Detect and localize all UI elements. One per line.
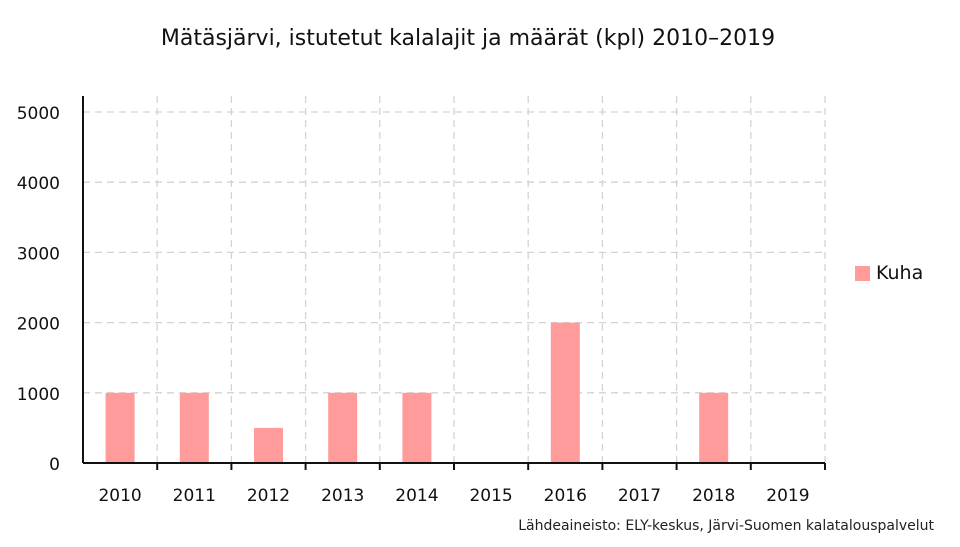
bar-2018	[699, 392, 729, 463]
x-tick-label-2017: 2017	[618, 486, 661, 506]
bar-2014	[402, 392, 432, 463]
legend-label-kuha: Kuha	[876, 262, 924, 284]
x-tick-label-2018: 2018	[692, 486, 735, 506]
x-tick-label-2010: 2010	[98, 486, 141, 506]
y-tick-label-0: 0	[49, 455, 60, 475]
y-tick-label-3000: 3000	[17, 244, 60, 264]
bar-2012	[254, 427, 283, 463]
bar-2010	[105, 392, 135, 463]
x-tick-label-2011: 2011	[173, 486, 216, 506]
x-tick-label-2014: 2014	[395, 486, 438, 506]
legend-swatch-kuha	[855, 265, 870, 281]
x-tick-label-2016: 2016	[544, 486, 587, 506]
legend: Kuha	[855, 262, 923, 284]
bar-2011	[179, 392, 209, 463]
bar-2016	[550, 322, 580, 463]
source-note: Lähdeaineisto: ELY-keskus, Järvi-Suomen …	[518, 518, 934, 534]
x-tick-label-2019: 2019	[766, 486, 809, 506]
bar-2013	[328, 392, 358, 463]
chart-title: Mätäsjärvi, istutetut kalalajit ja määrä…	[160, 26, 776, 51]
x-tick-label-2012: 2012	[247, 486, 290, 506]
y-tick-label-2000: 2000	[17, 315, 60, 335]
x-tick-label-2013: 2013	[321, 486, 364, 506]
y-tick-label-1000: 1000	[17, 385, 60, 405]
y-tick-label-5000: 5000	[17, 104, 60, 124]
x-tick-label-2015: 2015	[469, 486, 512, 506]
y-tick-label-4000: 4000	[17, 174, 60, 194]
